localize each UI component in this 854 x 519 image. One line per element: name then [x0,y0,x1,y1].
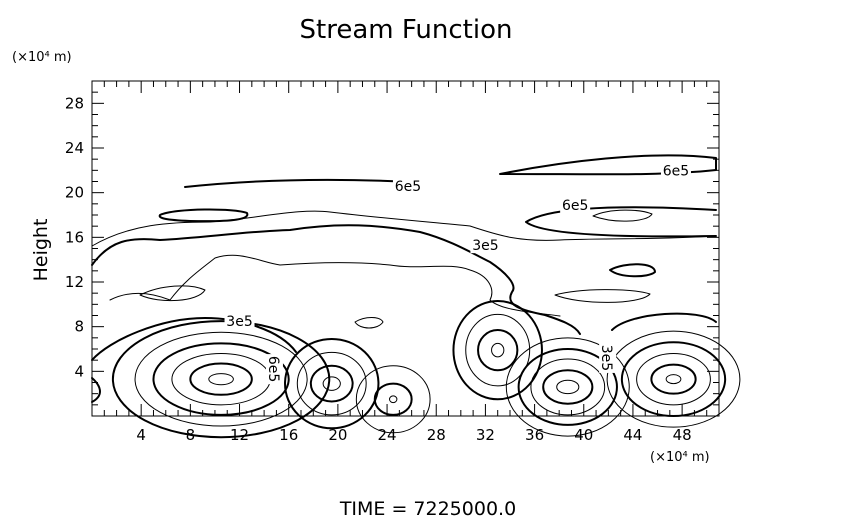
contour-right-small [609,263,656,278]
contour-small-island [354,317,384,329]
x-tick-label: 40 [574,426,593,444]
contour-label: 3e5 [472,238,498,254]
vortex-contour-ring [373,382,413,416]
vortex-contour-ring [542,369,594,405]
vortex-contour-ring [389,395,398,404]
x-tick-label: 12 [230,426,249,444]
y-tick-label: 4 [74,362,84,380]
vortex-contour-ring [530,358,606,416]
y-tick-label: 16 [65,228,84,246]
chart-title: Stream Function [300,15,513,45]
vortex-contour-ring [665,374,682,385]
vortex-contour-ring [208,373,234,386]
vortex-contour-ring [491,342,505,358]
contour-label-bg [470,236,501,254]
y-tick-label: 20 [65,184,84,202]
vortex-contour-ring [636,352,711,406]
vortex-contour-ring [465,313,531,387]
contour-labels: 6e5 6e5 6e5 3e5 3e5 6e5 3e5 [224,161,691,385]
vortex-contour-ring [322,376,341,391]
contour-left-edge [91,377,101,403]
vortex-contour-ring [477,329,519,372]
contour-3e5-main [91,224,581,335]
x-tick-label: 4 [136,426,146,444]
contour-label-bg [660,161,691,179]
vortex-contour-ring [505,337,630,437]
vortex-contour-ring [452,299,543,401]
x-tick-label: 36 [525,426,544,444]
x-tick-label: 20 [328,426,347,444]
contour-label-bg [599,342,617,373]
y-tick-label: 24 [65,139,84,157]
contour-top-band [499,154,717,176]
x-tick-label: 44 [623,426,642,444]
contour-thin-upper [91,210,717,247]
vortex-contour-ring [556,379,580,395]
contour-right-pocket [592,209,653,222]
vortex-contour-ring [284,337,380,430]
vortex-contour-ring [309,364,354,403]
x-tick-label: 48 [673,426,692,444]
contour-upper-streak [184,178,415,188]
contour-label: 3e5 [226,314,252,330]
contour-label-bg [560,195,591,213]
x-tick-label: 16 [279,426,298,444]
contour-label: 6e5 [663,163,689,179]
contour-label: 3e5 [598,345,614,371]
contour-label: 6e5 [562,198,588,214]
contour-label: 6e5 [395,179,421,195]
vortex-contour-ring [355,365,431,434]
y-tick-label: 8 [74,318,84,336]
vortex-contour-ring [296,351,367,416]
vortex-contour-ring [517,348,618,426]
contour-right-arc [611,312,717,331]
contour-label: 6e5 [265,356,281,382]
vortex-cells [111,299,741,439]
contour-thin-mid [109,254,561,317]
contour-label-bg [265,354,283,385]
time-footer: TIME = 7225000.0 [339,498,516,519]
contour-mid-island [554,289,651,303]
contour-3e5-arc [91,317,297,361]
contour-label-bg [224,312,255,330]
contour-label-bg [392,176,423,194]
x-tick-label: 24 [378,426,397,444]
y-axis-title: Height [30,219,52,282]
x-tick-label: 32 [476,426,495,444]
vortex-contour-ring [189,362,253,396]
contour-lines [91,154,717,403]
contour-6e5-mid [525,206,717,238]
y-unit-label: (×10⁴ m) [12,50,72,65]
x-tick-label: 28 [427,426,446,444]
x-unit-label: (×10⁴ m) [650,450,710,465]
y-tick-label: 28 [65,94,84,112]
vortex-contour-ring [152,342,290,416]
vortex-contour-ring [111,320,331,439]
vortex-contour-ring [650,363,697,395]
y-tick-label: 12 [65,273,84,291]
x-tick-label: 8 [186,426,196,444]
vortex-contour-ring [171,352,271,406]
contour-flat-island [139,285,206,302]
vortex-contour-ring [606,330,741,428]
vortex-contour-ring [134,331,308,427]
